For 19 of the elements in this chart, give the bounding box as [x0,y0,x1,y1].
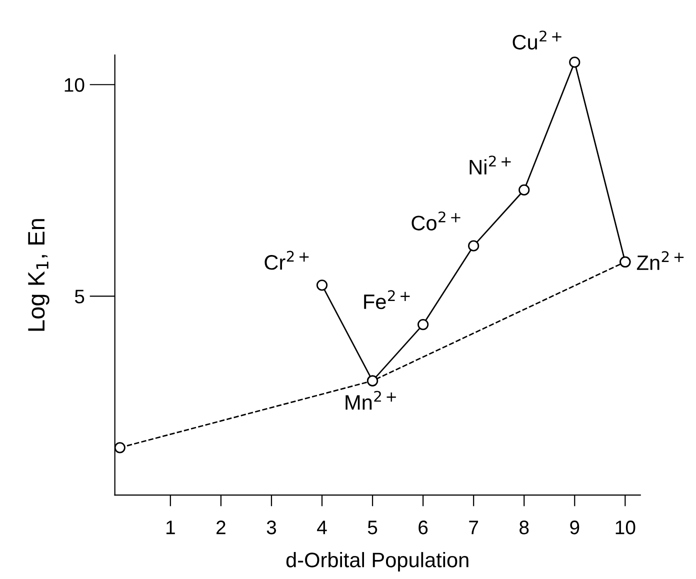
annotation: Co$^{2+}$ [412,211,460,230]
annotation: Ni$^{2+}$ [470,156,511,174]
x-tick-label: 5 [368,520,378,534]
x-tick-label: 9 [570,520,580,534]
x-tick-label: 8 [520,520,529,534]
annotation: Cr$^{2+}$ [264,250,309,270]
x-tick-label: 7 [469,520,478,534]
x-tick-label: 4 [317,520,327,534]
x-tick-label: 3 [266,520,276,534]
x-tick-label: 6 [418,520,428,534]
annotation: Cu$^{2+}$ [512,30,562,50]
annotation: Mn$^{2+}$ [346,390,396,410]
x-tick-label: 2 [216,520,226,534]
x-axis-title: d-Orbital Population [286,552,468,572]
annotation: Zn$^{2+}$ [636,251,684,270]
annotation: Fe$^{2+}$ [364,290,410,310]
y-axis-title: Log K$_{1}$, En [28,219,50,331]
x-tick-label: 10 [616,520,636,534]
x-tick-label: 1 [166,520,175,534]
